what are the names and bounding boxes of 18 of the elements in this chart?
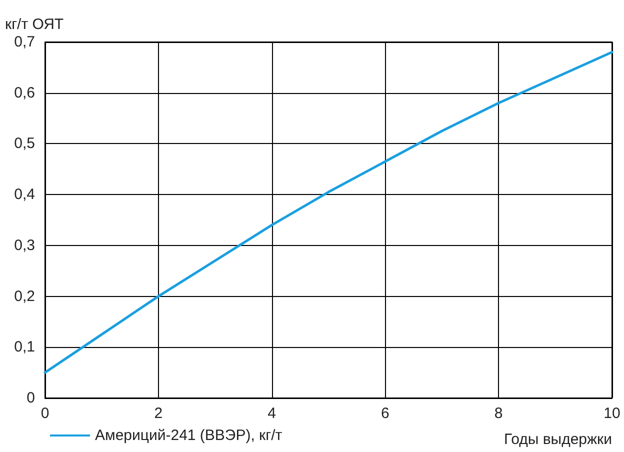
line-series [44,50,614,374]
y-axis-title: кг/т ОЯТ [5,16,64,33]
legend-label: Америций-241 (ВВЭР), кг/т [95,427,282,444]
x-tick-label: 2 [154,405,163,422]
x-tick-label: 8 [494,405,503,422]
x-tick-label: 6 [381,405,390,422]
x-tick-label: 10 [604,405,620,422]
y-tick-label: 0,1 [14,338,35,356]
y-tick-label: 0,6 [14,84,35,102]
y-tick-label: 0,3 [14,236,35,254]
x-tick-label: 4 [268,405,276,422]
y-tick-label: 0,7 [14,34,35,50]
x-tick-label: 0 [40,405,50,422]
y-tick-label: 0,5 [14,135,35,152]
y-tick-label: 0 [26,390,35,406]
y-tick-label: 0,4 [14,186,35,204]
x-axis-title: Годы выдержки [504,431,612,448]
y-tick-label: 0,2 [14,288,35,305]
